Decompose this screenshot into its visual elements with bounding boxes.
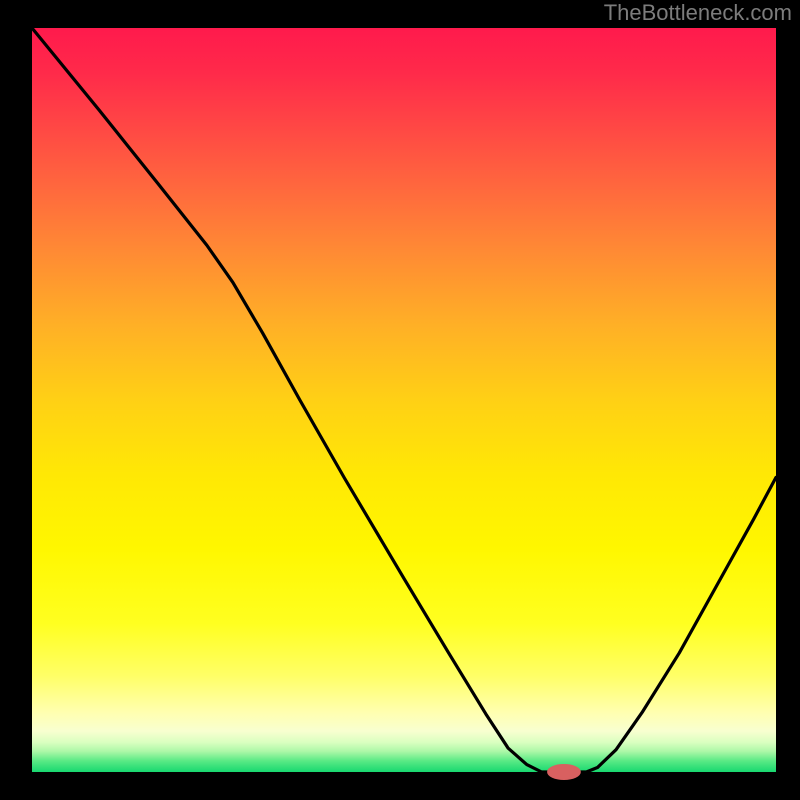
optimum-marker: [548, 765, 581, 780]
chart-stage: TheBottleneck.com: [0, 0, 800, 800]
watermark-text: TheBottleneck.com: [604, 0, 792, 26]
plot-area: [32, 28, 776, 772]
chart-canvas: [0, 0, 800, 800]
